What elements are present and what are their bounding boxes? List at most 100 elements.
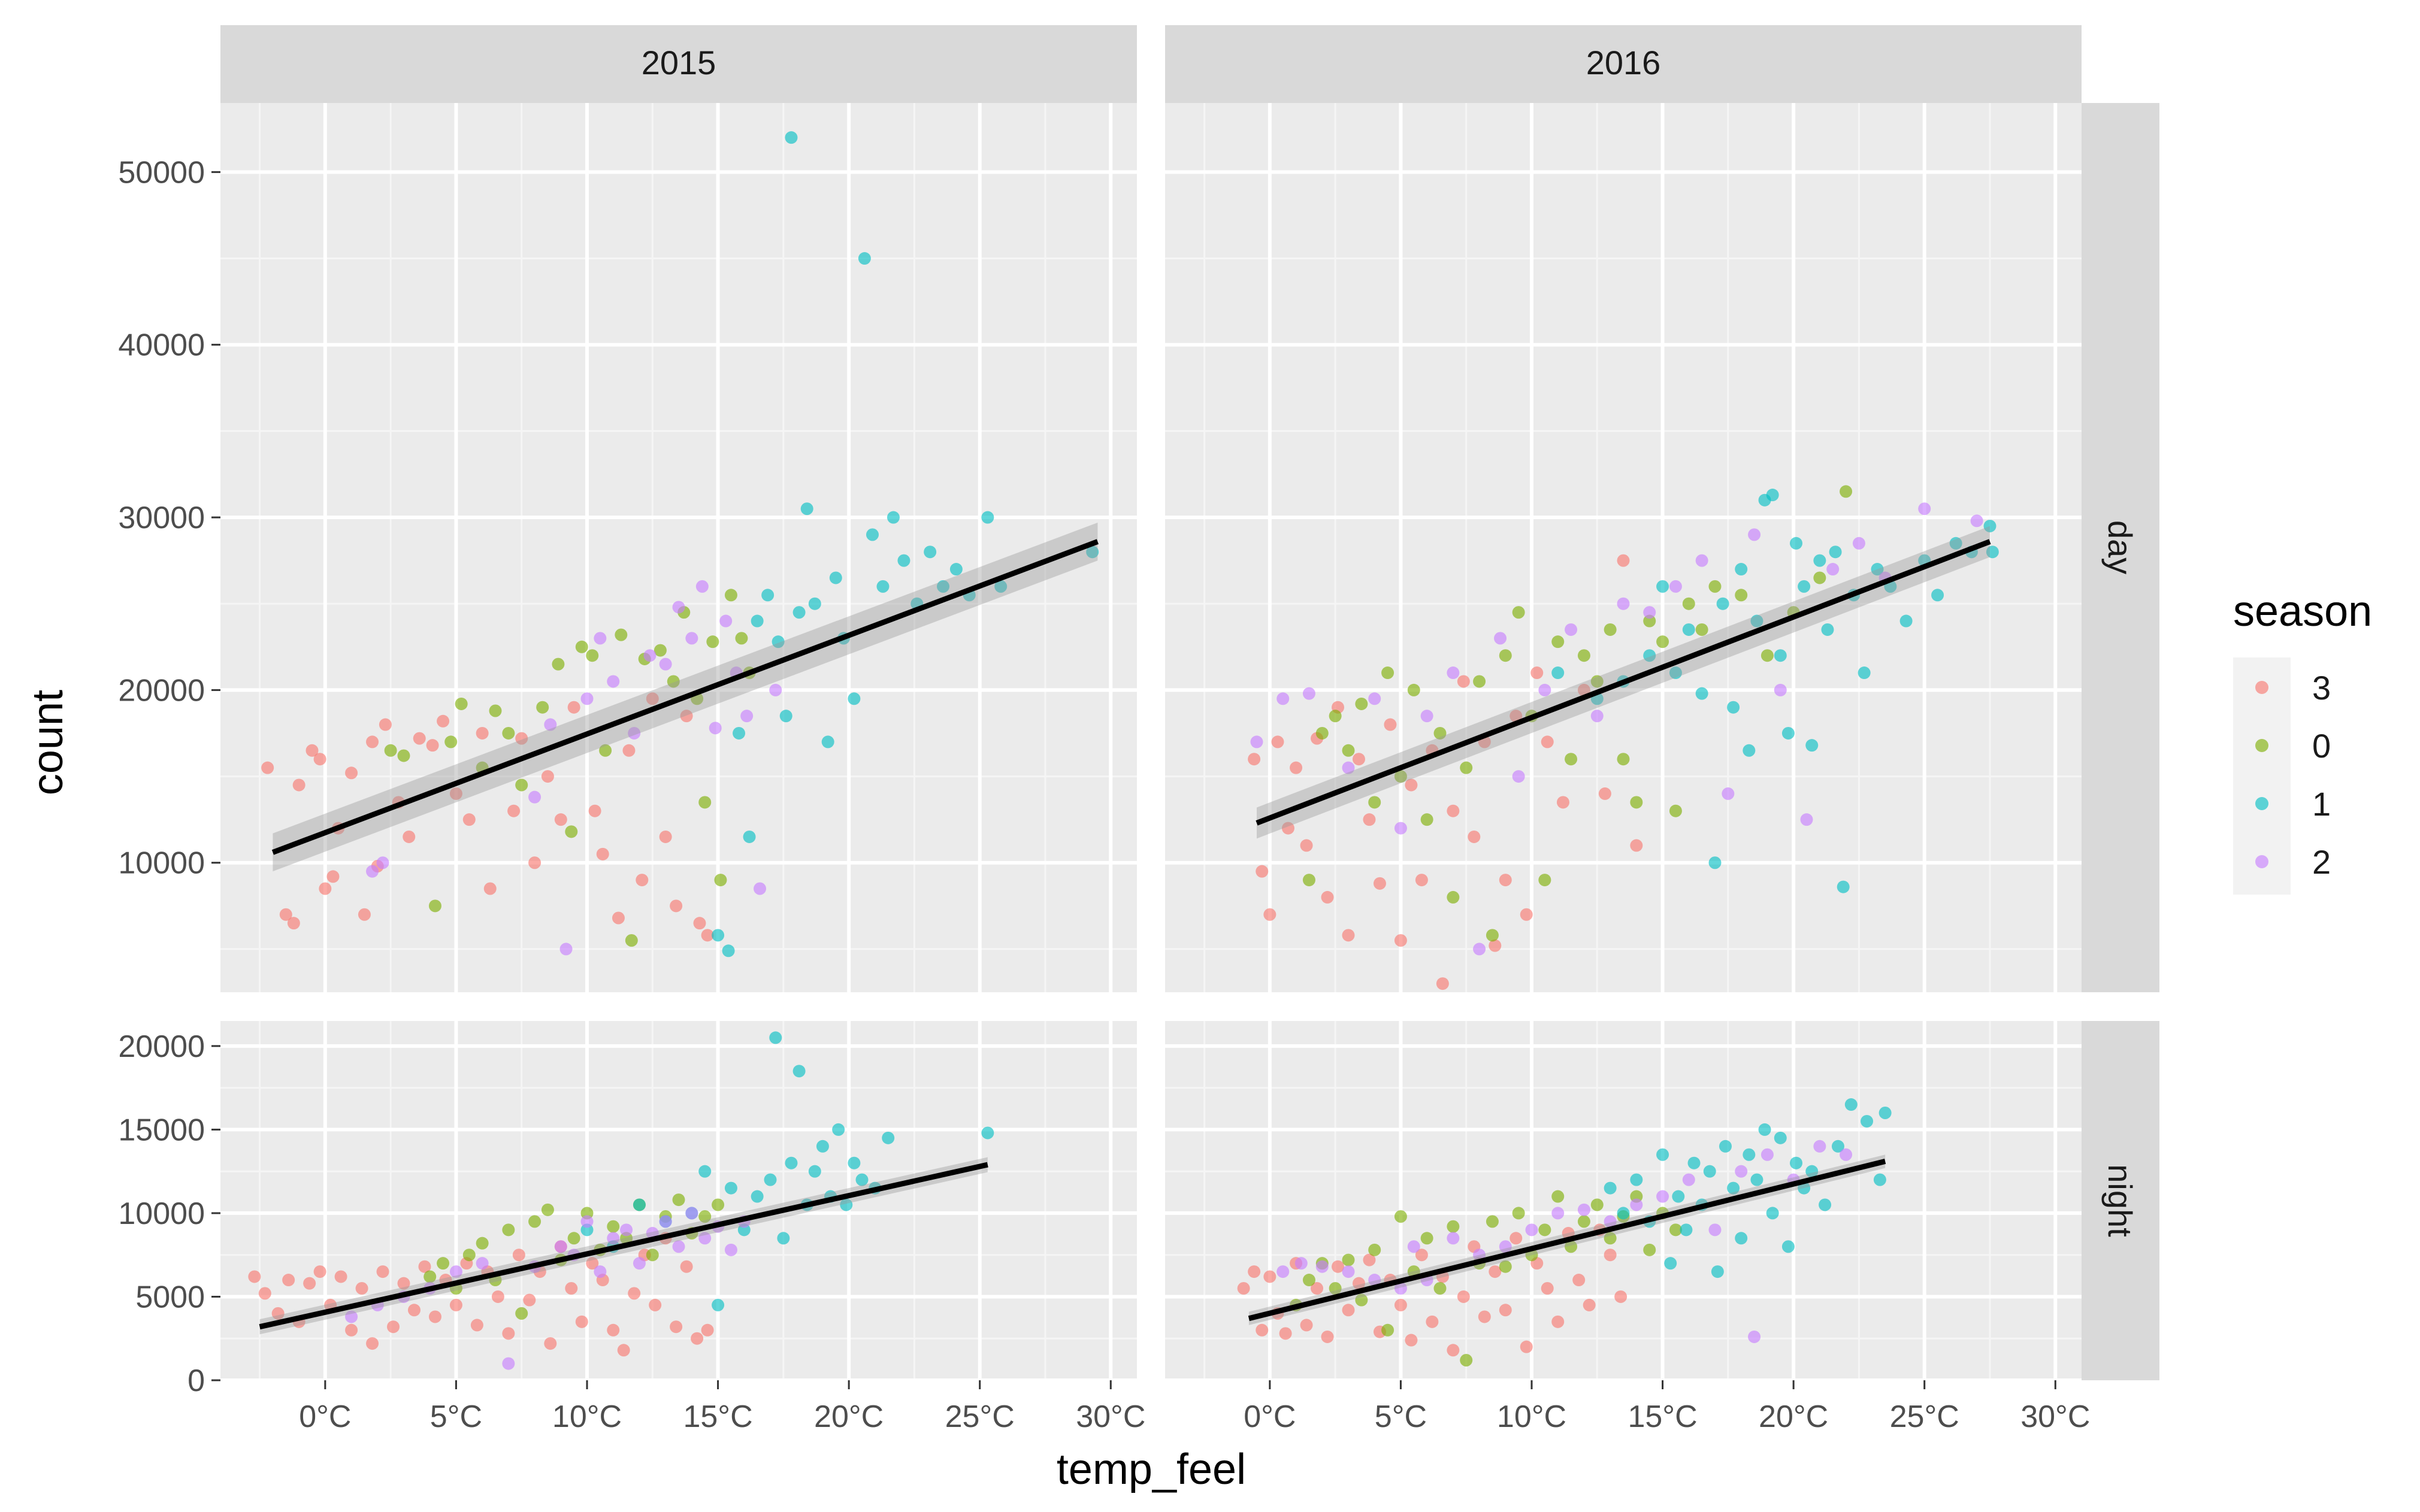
data-point-season-0 (397, 749, 410, 762)
data-point-season-3 (1604, 1249, 1617, 1262)
data-point-season-3 (292, 778, 305, 792)
data-point-season-1 (1643, 649, 1656, 662)
data-point-season-3 (1300, 1319, 1313, 1332)
data-point-season-1 (808, 597, 821, 610)
data-point-season-2 (1748, 528, 1761, 541)
data-point-season-3 (279, 908, 292, 921)
data-point-season-2 (1394, 1282, 1407, 1295)
data-point-season-2 (709, 722, 722, 735)
strip-2015-bg (220, 25, 1137, 103)
data-point-season-0 (1565, 753, 1578, 766)
data-point-season-2 (1368, 692, 1381, 705)
data-point-season-1 (1750, 614, 1763, 628)
x-axis-2015: 0°C 5°C 10°C 15°C 20°C 25°C 30°C (299, 1380, 1145, 1434)
data-point-season-1 (1829, 546, 1842, 559)
data-point-season-0 (1643, 614, 1656, 628)
data-point-season-0 (515, 1307, 528, 1320)
data-point-season-2 (594, 1265, 607, 1278)
data-point-season-1 (808, 1165, 821, 1178)
strip-day-label: day (2101, 520, 2139, 574)
data-point-season-3 (1489, 1265, 1502, 1278)
data-point-season-3 (1271, 735, 1284, 749)
data-point-season-1 (1630, 1173, 1643, 1186)
data-point-season-0 (1669, 1223, 1682, 1237)
data-point-season-2 (1250, 735, 1263, 749)
data-point-season-3 (628, 1287, 641, 1300)
data-point-season-3 (326, 870, 340, 883)
data-point-season-0 (462, 1249, 476, 1262)
data-point-season-0 (1381, 666, 1394, 680)
data-point-season-2 (580, 692, 594, 705)
data-point-season-0 (1813, 571, 1826, 584)
strip-2016-bg (1165, 25, 2082, 103)
data-point-season-2 (1302, 687, 1315, 700)
data-point-season-1 (712, 929, 725, 942)
data-point-season-3 (437, 714, 450, 728)
data-point-season-1 (1790, 1156, 1803, 1169)
data-point-season-2 (633, 1257, 646, 1270)
data-point-season-3 (1405, 1334, 1418, 1347)
data-point-season-3 (1363, 1253, 1376, 1266)
data-point-season-0 (1473, 675, 1486, 688)
data-point-season-3 (523, 1293, 536, 1307)
strip-night-bg (2082, 1021, 2159, 1380)
data-point-season-3 (1394, 1298, 1407, 1311)
y-axis-night: 0 5000 10000 15000 20000 (118, 1029, 220, 1398)
x-axes-layer: 0°C 5°C 10°C 15°C 20°C 25°C 30°C 0°C 5°C 10°C 15°C… (299, 1380, 2090, 1434)
data-point-season-0 (735, 632, 748, 645)
data-point-season-0 (1577, 1215, 1590, 1228)
data-point-season-2 (476, 1257, 489, 1270)
data-point-season-3 (622, 744, 636, 757)
x-tick-label: 20°C (814, 1399, 884, 1434)
data-point-season-3 (358, 908, 371, 921)
data-point-season-3 (376, 1265, 389, 1278)
data-point-season-2 (607, 675, 620, 688)
data-point-season-2 (1342, 1265, 1355, 1278)
data-point-season-3 (680, 710, 693, 723)
data-point-season-3 (575, 1315, 588, 1328)
data-point-season-3 (258, 1287, 271, 1300)
data-point-season-1 (1781, 1240, 1795, 1253)
data-point-season-0 (1420, 813, 1433, 826)
data-point-season-1 (1708, 856, 1722, 869)
x-tick-label: 30°C (2020, 1399, 2090, 1434)
data-point-season-0 (476, 1237, 489, 1250)
data-point-season-0 (724, 589, 737, 602)
data-point-season-1 (1719, 1140, 1732, 1153)
trend-line (259, 1162, 988, 1330)
data-point-season-2 (1577, 1203, 1590, 1216)
data-point-season-3 (1311, 1282, 1324, 1295)
data-point-season-0 (455, 697, 468, 710)
data-point-season-0 (698, 796, 712, 809)
data-point-season-3 (1248, 1265, 1261, 1278)
data-point-season-3 (1263, 1270, 1276, 1283)
data-point-season-1 (1604, 1181, 1617, 1195)
data-point-season-3 (271, 1307, 285, 1320)
data-point-season-2 (1276, 1265, 1290, 1278)
data-point-season-1 (1873, 1173, 1886, 1186)
data-point-season-2 (659, 657, 672, 671)
data-point-season-2 (502, 1357, 515, 1370)
data-point-season-0 (528, 1215, 542, 1228)
data-point-season-1 (1774, 649, 1787, 662)
data-point-season-3 (515, 732, 528, 745)
x-tick-label: 15°C (683, 1399, 752, 1434)
data-point-season-3 (1520, 1340, 1533, 1353)
data-point-season-0 (1512, 1207, 1525, 1220)
data-point-season-3 (1499, 1304, 1512, 1317)
data-point-season-1 (1735, 1232, 1748, 1245)
data-point-season-3 (528, 856, 542, 869)
data-point-season-0 (1407, 683, 1420, 696)
data-point-season-1 (1758, 1123, 1771, 1136)
data-point-season-1 (769, 1031, 782, 1044)
data-point-season-3 (1415, 1249, 1428, 1262)
x-tick-label: 30°C (1076, 1399, 1145, 1434)
data-point-season-1 (876, 580, 890, 593)
data-point-season-3 (1373, 877, 1386, 890)
data-point-season-0 (1499, 649, 1512, 662)
data-point-season-0 (1538, 874, 1551, 887)
data-point-season-2 (544, 718, 557, 731)
data-point-season-0 (712, 1198, 725, 1211)
data-point-season-2 (1276, 692, 1290, 705)
